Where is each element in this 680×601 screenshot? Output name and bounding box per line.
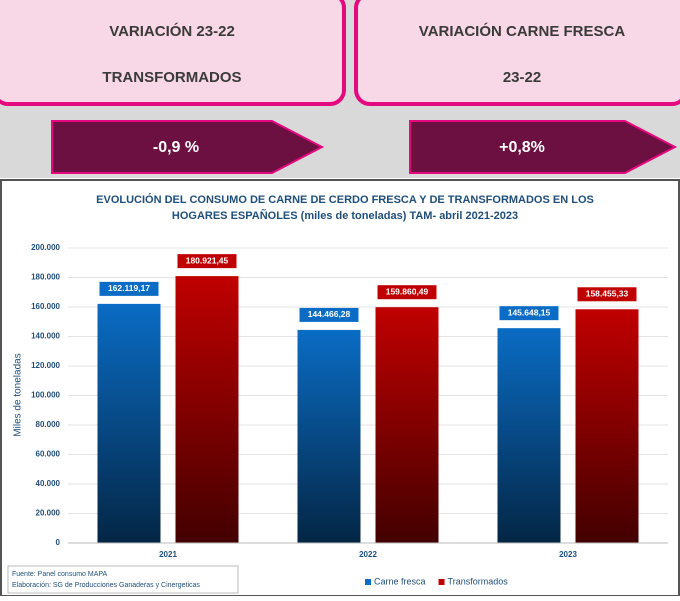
value-label-box bbox=[577, 287, 637, 302]
source: Fuente: Panel consumo MAPA bbox=[12, 571, 108, 578]
legend-label: Carne fresca bbox=[374, 576, 426, 586]
legend-swatch bbox=[438, 579, 445, 585]
legend-swatch bbox=[365, 579, 371, 585]
x-tick-label: 2021 bbox=[159, 550, 177, 559]
y-tick-label: 40.000 bbox=[36, 479, 61, 488]
value-label-box bbox=[499, 306, 559, 321]
bar bbox=[297, 329, 361, 543]
x-tick-label: 2023 bbox=[559, 550, 577, 559]
bar bbox=[497, 328, 561, 543]
card-title: VARIACIÓN 23-22 bbox=[109, 22, 235, 40]
card-title: TRANSFORMADOS bbox=[102, 69, 241, 86]
value-label: 180.921,45 bbox=[186, 255, 229, 265]
card bbox=[354, 0, 680, 106]
value-label-box bbox=[99, 281, 159, 296]
value-label-box bbox=[177, 254, 237, 269]
chart-title: EVOLUCIÓN DEL CONSUMO DE CARNE DE CERDO … bbox=[96, 193, 594, 206]
bar bbox=[575, 309, 639, 543]
y-tick-label: 20.000 bbox=[36, 509, 61, 518]
y-tick-label: 180.000 bbox=[31, 273, 60, 282]
source: Elaboración: SG de Producciones Ganadera… bbox=[12, 582, 200, 589]
card-title: VARIACIÓN CARNE FRESCA bbox=[419, 22, 626, 40]
bar bbox=[175, 276, 239, 543]
y-tick-label: 200.000 bbox=[31, 243, 60, 252]
card-title: 23-22 bbox=[503, 69, 541, 86]
value-label-box bbox=[299, 307, 359, 322]
bar bbox=[97, 303, 161, 543]
y-tick-label: 100.000 bbox=[31, 391, 60, 400]
value-label: 162.119,17 bbox=[108, 283, 150, 293]
value-label-box bbox=[377, 285, 437, 300]
value-label: 145.648,15 bbox=[508, 307, 551, 317]
y-axis-label: Miles de toneladas bbox=[13, 353, 24, 436]
y-tick-label: 80.000 bbox=[36, 420, 61, 429]
y-tick-label: 0 bbox=[56, 538, 61, 547]
y-tick-label: 160.000 bbox=[31, 302, 60, 311]
x-tick-label: 2022 bbox=[359, 550, 377, 559]
change-value: +0,8% bbox=[499, 139, 545, 156]
y-tick-label: 120.000 bbox=[31, 361, 60, 370]
change-value: -0,9 % bbox=[153, 139, 199, 156]
card bbox=[0, 0, 346, 106]
value-label: 159.860,49 bbox=[386, 286, 429, 296]
arrow bbox=[409, 120, 678, 174]
value-label: 144.466,28 bbox=[308, 309, 351, 319]
value-label: 158.455,33 bbox=[586, 289, 629, 299]
arrow bbox=[51, 120, 325, 174]
y-tick-label: 140.000 bbox=[31, 332, 60, 341]
y-tick-label: 60.000 bbox=[36, 450, 61, 459]
source-box bbox=[7, 565, 239, 594]
bar bbox=[375, 307, 439, 543]
chart-title: HOGARES ESPAÑOLES (miles de toneladas) T… bbox=[172, 209, 518, 222]
legend-label: Transformados bbox=[448, 576, 509, 586]
